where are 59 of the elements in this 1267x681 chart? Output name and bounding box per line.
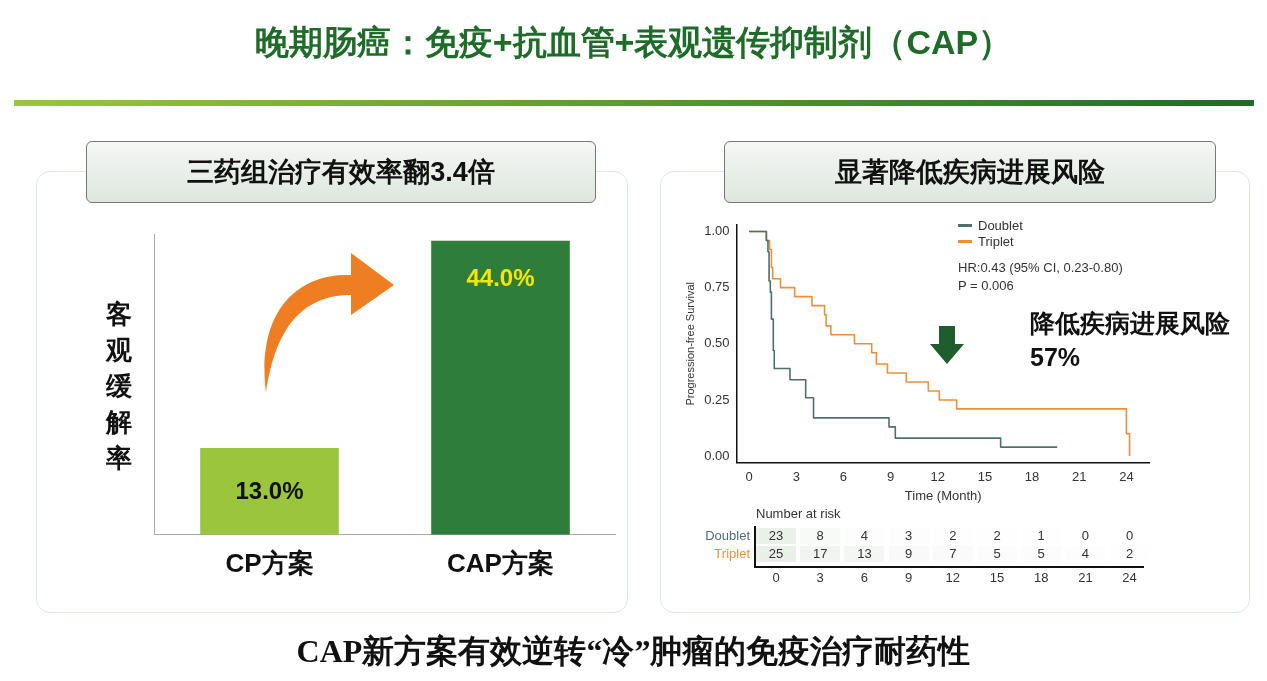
x-axis-title: Time (Month) (904, 487, 982, 503)
x-tick-label: 15 (977, 469, 993, 485)
x-tick-label: 0 (745, 469, 753, 485)
chart-title: Number at risk (756, 506, 841, 521)
text: 晚期肠癌：免疫+抗血管+表观遗传抑制剂（CAP） (253, 22, 1014, 63)
y-tick-label: 0.25 (704, 391, 730, 407)
x-tick-label: 12 (944, 570, 962, 586)
data-label: 23 (756, 528, 796, 544)
x-tick-label: 18 (1032, 570, 1050, 586)
y-tick-label: 1.00 (704, 223, 730, 239)
x-tick-label: 3 (815, 570, 825, 586)
data-label: 5 (977, 546, 1017, 562)
x-tick-label: 21 (1077, 570, 1094, 586)
x-tick-label: 9 (903, 570, 914, 586)
x-tick-label: 24 (1119, 469, 1134, 485)
chart-title: 显著降低疾病进展风险 (724, 141, 1216, 203)
chart-title: 三药组治疗有效率翻3.4倍 (86, 141, 596, 203)
data-label: 2 (1109, 546, 1150, 562)
data-label: 5 (1021, 546, 1062, 562)
legend-label: Doublet (977, 217, 1023, 233)
x-tick-label: 3 (792, 469, 800, 485)
y-axis-title: 客观缓解率 (106, 298, 133, 475)
data-label: 3 (888, 528, 929, 544)
y-axis-title: Progression-free Survival (683, 282, 696, 406)
x-tick-label: CAP方案 (447, 547, 554, 578)
data-label: 1 (1021, 528, 1062, 544)
x-tick-label: CP方案 (225, 547, 314, 578)
y-tick-label: 0.75 (704, 279, 730, 295)
x-tick-label: 0 (771, 570, 781, 586)
data-label: 17 (800, 546, 841, 562)
x-tick-label: 6 (839, 469, 848, 485)
data-label: 13.0% (235, 477, 304, 505)
x-tick-label: 12 (930, 469, 945, 485)
data-label: 44.0% (466, 263, 535, 291)
data-label: 4 (844, 528, 885, 544)
annotation: HR:0.43 (95% CI, 0.23-0.80) (958, 260, 1123, 275)
x-tick-label: 15 (988, 570, 1006, 586)
data-label: 2 (932, 528, 973, 544)
data-label: 0 (1124, 528, 1135, 544)
x-tick-label: 6 (859, 570, 869, 586)
data-label: 4 (1065, 546, 1106, 562)
data-label: 13 (844, 546, 885, 562)
x-tick-label: 21 (1072, 469, 1087, 485)
y-tick-label: 0.00 (704, 447, 730, 463)
data-label: 0 (1080, 528, 1090, 544)
y-tick-label: Triplet (713, 546, 750, 562)
legend-label: Triplet (977, 233, 1015, 249)
data-label: 25 (756, 546, 796, 562)
x-tick-label: 24 (1121, 570, 1138, 586)
annotation: 降低疾病进展风险57% (1030, 308, 1231, 373)
y-tick-label: 0.50 (704, 335, 730, 351)
x-tick-label: 9 (886, 469, 895, 485)
x-tick-label: 18 (1024, 469, 1040, 485)
data-label: 8 (800, 528, 841, 544)
annotation: P = 0.006 (958, 278, 1014, 293)
text: CAP新方案有效逆转“冷”肿瘤的免疫治疗耐药性 (295, 632, 972, 671)
y-tick-label: Doublet (704, 528, 750, 544)
data-label: 2 (977, 528, 1017, 544)
data-label: 7 (932, 546, 973, 562)
